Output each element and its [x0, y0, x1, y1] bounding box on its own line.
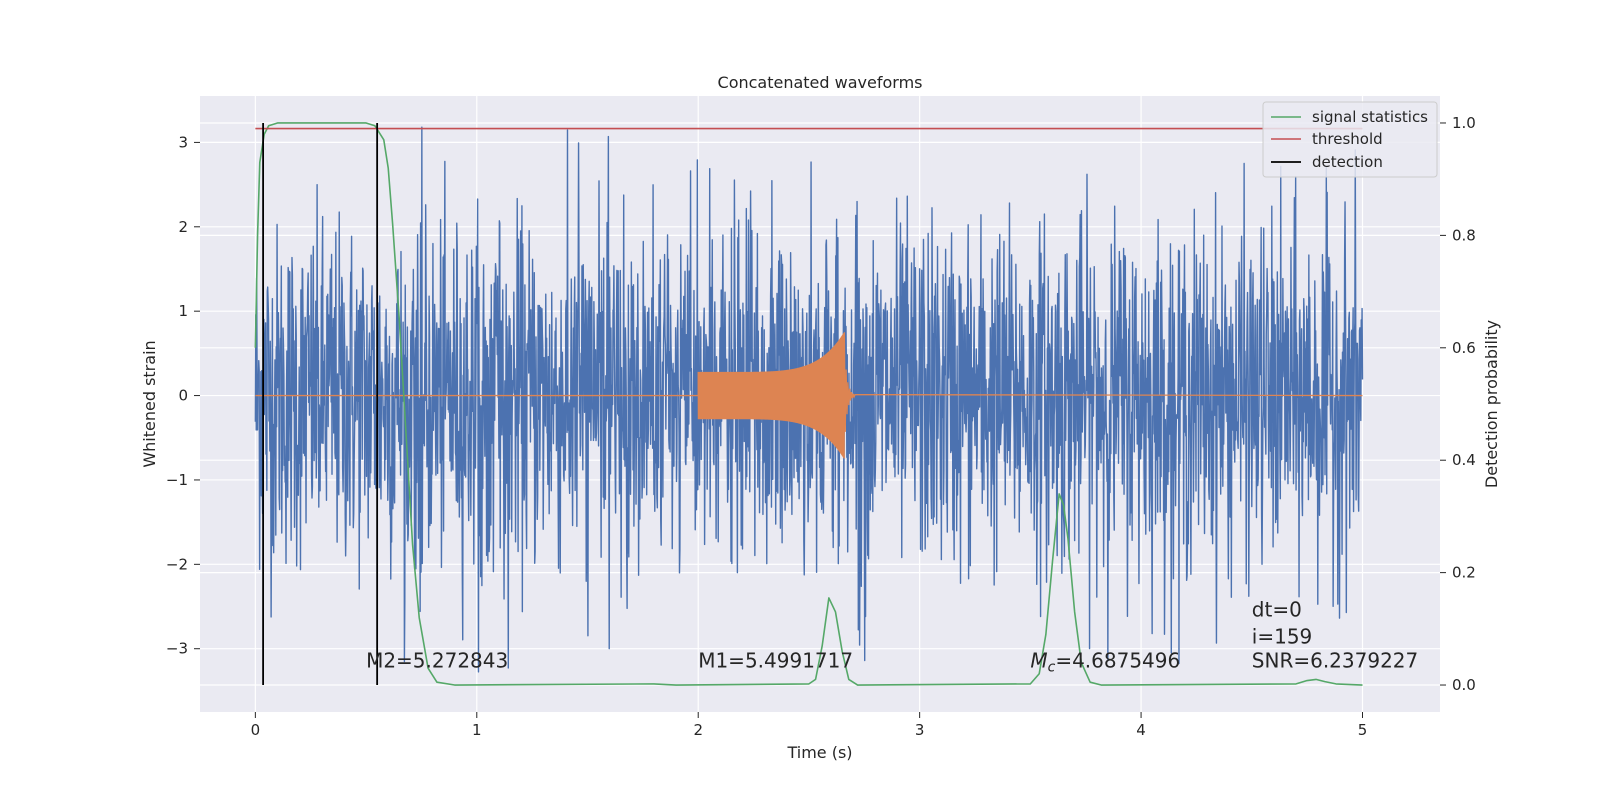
annotation-text: M1=5.4991717 — [698, 648, 853, 672]
y-left-tick-label: 2 — [178, 218, 188, 236]
detection-series — [262, 122, 379, 686]
y-axis-right-label: Detection probability — [1482, 320, 1501, 488]
legend-label-threshold: threshold — [1312, 130, 1383, 148]
annotation-text: SNR=6.2379227 — [1252, 648, 1418, 672]
x-tick-label: 2 — [693, 721, 703, 739]
y-right-tick-label: 0.8 — [1452, 226, 1476, 244]
x-tick-label: 4 — [1136, 721, 1146, 739]
y-left-tick-label: −2 — [166, 555, 188, 573]
legend-label-signal-statistics: signal statistics — [1312, 108, 1428, 126]
legend-label-detection: detection — [1312, 153, 1383, 171]
y-right-tick-label: 1.0 — [1452, 114, 1476, 132]
annotation-text: dt=0 — [1252, 598, 1302, 622]
legend: signal statistics threshold detection — [1262, 101, 1438, 178]
axis-ticks: 0 1 2 3 4 5 −3 −2 −1 0 1 2 3 0.0 0.2 0.4 0.6 0.8 1.0 — [166, 114, 1476, 739]
waveform-line — [255, 332, 1363, 459]
chart-title: Concatenated waveforms — [718, 73, 923, 92]
y-right-tick-label: 0.4 — [1452, 451, 1476, 469]
y-left-tick-label: 1 — [178, 302, 188, 320]
x-tick-label: 5 — [1358, 721, 1368, 739]
annotations: M2=5.272843 M1=5.4991717 Mc=4.6875496 dt=0 i… — [366, 598, 1418, 676]
annotation-text: Mc=4.6875496 — [1030, 648, 1180, 675]
y-axis-left-label: Whitened strain — [140, 340, 159, 467]
waveform-series — [255, 332, 1363, 459]
x-tick-label: 1 — [472, 721, 482, 739]
x-axis-label: Time (s) — [786, 743, 852, 762]
annotation-text: M2=5.272843 — [366, 648, 508, 672]
legend-box — [1262, 101, 1438, 178]
y-right-tick-label: 0.2 — [1452, 564, 1476, 582]
annotation-text: i=159 — [1252, 625, 1313, 649]
y-left-tick-label: −1 — [166, 471, 188, 489]
x-tick-label: 3 — [915, 721, 925, 739]
y-right-tick-label: 0.0 — [1452, 676, 1476, 694]
x-tick-label: 0 — [251, 721, 261, 739]
y-right-tick-label: 0.6 — [1452, 339, 1476, 357]
y-left-tick-label: −3 — [166, 640, 188, 658]
y-left-tick-label: 3 — [178, 133, 188, 151]
y-left-tick-label: 0 — [178, 387, 188, 405]
